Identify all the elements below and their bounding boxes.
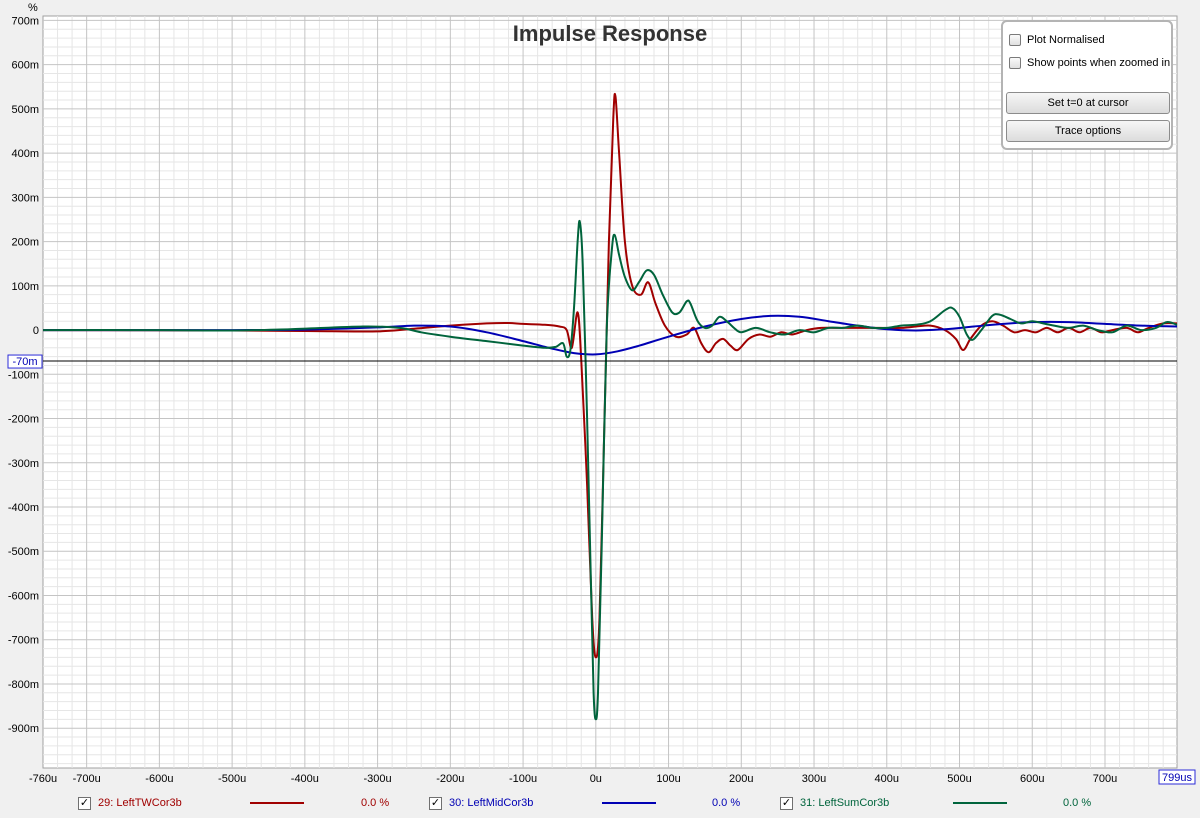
y-axis-ticks: 700m 600m 500m 400m 300m 200m 100m 0 -100m -200m -… [8, 15, 39, 735]
series-line-3 [42, 219, 1178, 721]
legend-pct-leftmid: 0.0 % [712, 797, 741, 809]
x-axis-ticks: -760u -700u -600u -500u -400u -300u -200u -100u… [29, 769, 1196, 785]
legend-label-lefttw: 29: LeftTWCor3b [98, 797, 182, 809]
series-lines [42, 92, 1178, 721]
y-tick-label: -800m [8, 679, 39, 691]
y-tick-label: -400m [8, 502, 39, 514]
legend-label-leftsum: 31: LeftSumCor3b [800, 797, 890, 809]
legend-item-lefttw[interactable]: ✓ 29: LeftTWCor3b [78, 795, 182, 811]
y-tick-label: 500m [11, 104, 39, 116]
chart-title: Impulse Response [513, 21, 707, 46]
x-tick-label: -300u [364, 773, 392, 785]
series-line-2 [43, 314, 1178, 356]
x-end-label-box[interactable] [1158, 769, 1196, 785]
x-end-label: 799us [1162, 772, 1192, 784]
options-panel: Plot Normalised Show points when zoomed … [1001, 20, 1173, 150]
y-tick-label: 400m [11, 148, 39, 160]
show-points-checkbox-row[interactable]: Show points when zoomed in [1009, 57, 1170, 69]
x-tick-label: -600u [145, 773, 173, 785]
legend-item-leftsum[interactable]: ✓ 31: LeftSumCor3b [780, 795, 889, 811]
plot-normalised-label: Plot Normalised [1027, 34, 1105, 46]
show-points-checkbox[interactable] [1009, 57, 1021, 69]
legend-swatch-leftsum [953, 802, 1007, 804]
y-tick-label: 200m [11, 237, 39, 249]
x-tick-label: -760u [29, 773, 57, 785]
y-tick-label: 600m [11, 60, 39, 72]
x-tick-label: 100u [656, 773, 680, 785]
y-tick-label: -100m [8, 369, 39, 381]
legend-item-leftmid[interactable]: ✓ 30: LeftMidCor3b [429, 795, 533, 811]
legend-swatch-lefttw [250, 802, 304, 804]
y-tick-label: 300m [11, 192, 39, 204]
show-points-label: Show points when zoomed in [1027, 57, 1171, 69]
y-tick-label: -700m [8, 635, 39, 647]
x-tick-label: -200u [436, 773, 464, 785]
y-axis-unit-label: % [28, 2, 38, 14]
y-tick-label: -900m [8, 723, 39, 735]
x-tick-label: 300u [802, 773, 826, 785]
y-tick-label: -300m [8, 458, 39, 470]
trace-options-button[interactable]: Trace options [1006, 120, 1170, 142]
x-tick-label: -400u [291, 773, 319, 785]
set-t0-button[interactable]: Set t=0 at cursor [1006, 92, 1170, 114]
legend-checkbox-leftmid[interactable]: ✓ [429, 796, 442, 810]
legend-checkbox-leftsum[interactable]: ✓ [780, 796, 793, 810]
x-tick-label: 700u [1093, 773, 1117, 785]
x-tick-label: 600u [1020, 773, 1044, 785]
x-tick-label: 400u [875, 773, 899, 785]
legend-checkbox-lefttw[interactable]: ✓ [78, 796, 91, 810]
plot-normalised-checkbox[interactable] [1009, 34, 1021, 46]
y-tick-label: 700m [11, 15, 39, 27]
cursor-label: -70m [12, 356, 37, 368]
y-tick-label: 100m [11, 281, 39, 293]
x-tick-label: -700u [73, 773, 101, 785]
series-line-1 [42, 92, 1178, 659]
legend-pct-lefttw: 0.0 % [361, 797, 390, 809]
y-tick-label: -500m [8, 546, 39, 558]
legend-swatch-leftmid [602, 802, 656, 804]
x-tick-label: 200u [729, 773, 753, 785]
legend-pct-leftsum: 0.0 % [1063, 797, 1092, 809]
plot-normalised-checkbox-row[interactable]: Plot Normalised [1009, 34, 1105, 46]
x-tick-label: 500u [947, 773, 971, 785]
y-tick-label: 0 [33, 325, 39, 337]
y-tick-label: -600m [8, 590, 39, 602]
x-tick-label: -100u [509, 773, 537, 785]
x-tick-label: -500u [218, 773, 246, 785]
grid-major [43, 16, 1177, 768]
y-tick-label: -200m [8, 414, 39, 426]
x-tick-label: 0u [590, 773, 602, 785]
cursor-line[interactable]: -70m [7, 354, 1177, 369]
legend-label-leftmid: 30: LeftMidCor3b [449, 797, 534, 809]
cursor-label-box[interactable] [7, 354, 43, 369]
